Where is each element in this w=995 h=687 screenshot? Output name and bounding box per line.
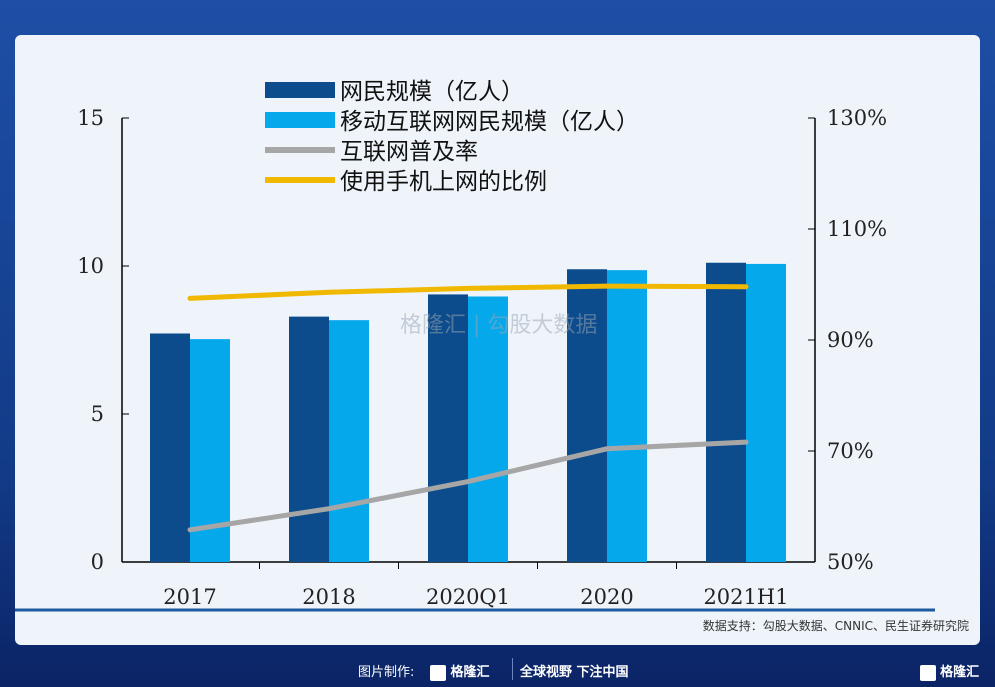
legend-label: 移动互联网网民规模（亿人） — [340, 109, 639, 135]
legend-swatch — [265, 82, 335, 98]
left-tick-label: 15 — [77, 106, 104, 130]
x-tick-label: 2020Q1 — [426, 585, 510, 609]
bar-2020-1 — [607, 270, 647, 562]
right-tick-label: 90% — [827, 328, 874, 352]
legend-label: 网民规模（亿人） — [340, 79, 524, 105]
bar-2018-1 — [329, 320, 369, 562]
line-series-1 — [187, 283, 749, 301]
logo-icon — [430, 664, 446, 681]
x-tick-label: 2020 — [580, 585, 633, 609]
bar-2017-0 — [150, 333, 190, 562]
legend-swatch — [265, 112, 335, 128]
slogan: 全球视野 下注中国 — [520, 665, 629, 680]
left-tick-label: 0 — [91, 550, 104, 574]
bar-2020Q1-1 — [468, 296, 508, 562]
bar-2020-0 — [567, 269, 607, 562]
bar-2021H1-1 — [746, 263, 786, 562]
brand-logo-right: 格隆汇 — [920, 661, 979, 681]
brand-logo: 格隆汇 — [430, 661, 490, 681]
left-tick-label: 5 — [91, 402, 104, 426]
bar-2018-0 — [289, 316, 329, 562]
footer: 图片制作: 格隆汇 全球视野 下注中国 格隆汇 — [0, 650, 995, 687]
right-tick-label: 50% — [827, 550, 874, 574]
legend-label: 互联网普及率 — [340, 139, 478, 165]
watermark: 格隆汇 | 勾股大数据 — [400, 313, 597, 338]
x-tick-label: 2017 — [163, 585, 216, 609]
x-tick-label: 2021H1 — [703, 585, 788, 609]
right-tick-label: 130% — [827, 106, 887, 130]
bar-2021H1-0 — [706, 262, 746, 562]
made-by-label: 图片制作: — [358, 665, 415, 680]
bar-2020Q1-0 — [428, 294, 468, 562]
logo-icon — [920, 664, 936, 681]
right-tick-label: 110% — [827, 217, 887, 241]
left-tick-label: 10 — [77, 254, 104, 278]
line-series-0 — [187, 439, 749, 533]
x-tick-label: 2018 — [302, 585, 355, 609]
legend-label: 使用手机上网的比例 — [340, 169, 547, 195]
right-tick-label: 70% — [827, 439, 874, 463]
source-note: 数据支持：勾股大数据、CNNIC、民生证券研究院 — [702, 619, 969, 633]
